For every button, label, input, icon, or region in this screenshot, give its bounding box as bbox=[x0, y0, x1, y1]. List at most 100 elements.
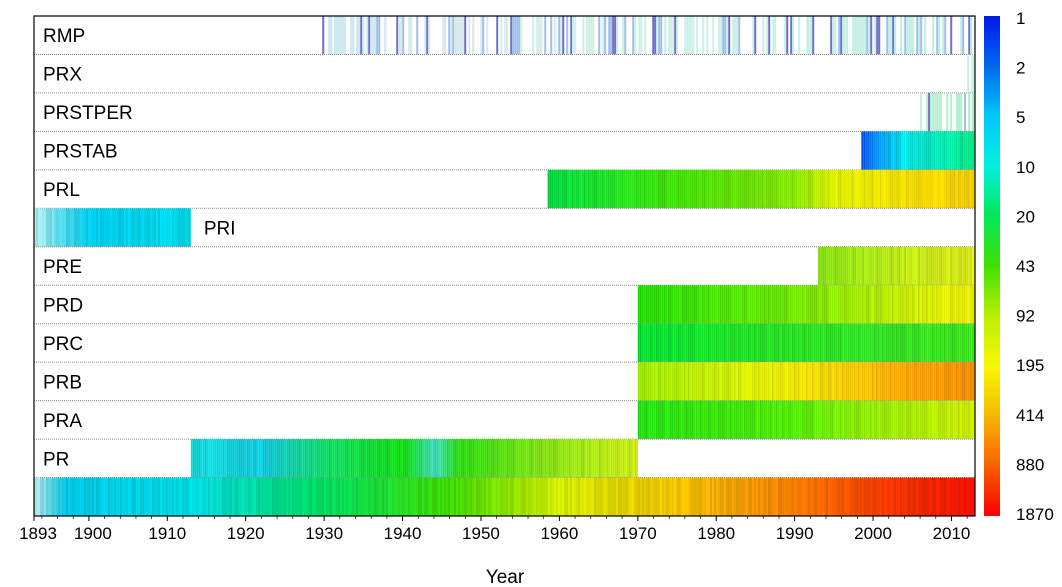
heat-cell bbox=[785, 285, 788, 324]
heat-cell bbox=[738, 16, 741, 55]
heat-cell bbox=[280, 477, 282, 516]
heat-cell bbox=[961, 323, 964, 363]
heat-cell bbox=[142, 477, 144, 516]
heat-cell bbox=[891, 362, 894, 401]
heat-cell bbox=[701, 400, 704, 440]
heat-cell bbox=[568, 477, 570, 516]
heat-cell bbox=[96, 208, 98, 247]
colorbar-label: 2 bbox=[1016, 59, 1025, 78]
heat-cell bbox=[913, 131, 916, 170]
heat-cell bbox=[396, 439, 399, 478]
heat-cell bbox=[380, 439, 383, 478]
heat-cell bbox=[699, 285, 702, 324]
heat-cell bbox=[190, 439, 193, 478]
heat-cell bbox=[458, 477, 460, 516]
row-label: PRI bbox=[204, 219, 236, 240]
heat-cell bbox=[769, 400, 772, 440]
heat-cell bbox=[622, 439, 625, 478]
heat-cell bbox=[929, 362, 932, 401]
heat-cell bbox=[766, 16, 769, 55]
heat-cell bbox=[340, 439, 343, 478]
heat-cell bbox=[831, 169, 834, 209]
heat-cell bbox=[760, 477, 762, 516]
heat-cell bbox=[444, 477, 446, 516]
heat-cell bbox=[937, 400, 940, 440]
heat-cell bbox=[612, 477, 614, 516]
heat-cell bbox=[931, 169, 934, 209]
heat-cell bbox=[687, 169, 690, 209]
heat-cell bbox=[654, 16, 657, 55]
heat-cell bbox=[276, 477, 278, 516]
heat-cell bbox=[671, 169, 674, 209]
heat-cell bbox=[659, 362, 662, 401]
heat-cell bbox=[929, 400, 932, 440]
heat-cell bbox=[719, 169, 722, 209]
heat-cell bbox=[962, 477, 964, 516]
heat-cell bbox=[180, 477, 182, 516]
heat-cell bbox=[944, 16, 947, 55]
heat-cell bbox=[927, 400, 930, 440]
heat-cell bbox=[170, 208, 172, 247]
heat-cell bbox=[903, 131, 906, 170]
heat-cell bbox=[895, 131, 898, 170]
heat-cell bbox=[952, 246, 955, 286]
heat-cell bbox=[290, 439, 293, 478]
heat-cell bbox=[228, 439, 231, 478]
heat-cell bbox=[941, 362, 944, 401]
x-axis: 1893 1900 1910 1920 1930 1940 1950 1960 1970 1980… bbox=[19, 516, 970, 543]
heat-cell bbox=[915, 400, 918, 440]
heat-cell bbox=[294, 477, 296, 516]
heat-cell bbox=[936, 92, 939, 132]
heat-cell bbox=[861, 285, 864, 324]
heat-cell bbox=[853, 169, 856, 209]
heat-cell bbox=[606, 439, 609, 478]
heat-cell bbox=[819, 323, 822, 363]
heat-cell bbox=[344, 477, 346, 516]
heat-cell bbox=[574, 477, 576, 516]
heat-cell bbox=[931, 400, 934, 440]
heat-cell bbox=[824, 246, 827, 286]
heat-cell bbox=[961, 131, 964, 170]
heat-cell bbox=[320, 477, 322, 516]
heat-cell bbox=[607, 169, 610, 209]
heat-cell bbox=[826, 246, 829, 286]
x-tick-label: 1930 bbox=[305, 524, 343, 543]
heat-cell bbox=[972, 92, 975, 132]
heat-cell bbox=[877, 131, 880, 170]
heat-cell bbox=[963, 400, 966, 440]
heat-cell bbox=[224, 477, 226, 516]
heat-cell bbox=[959, 362, 962, 401]
row-label: PR bbox=[43, 449, 69, 470]
heat-cell bbox=[857, 323, 860, 363]
heat-cell bbox=[941, 285, 944, 324]
heat-cell bbox=[572, 477, 574, 516]
heat-cell bbox=[660, 477, 662, 516]
heat-cell bbox=[772, 16, 775, 55]
heat-cell bbox=[889, 131, 892, 170]
heat-cell bbox=[963, 285, 966, 324]
heat-cell bbox=[697, 400, 700, 440]
heat-cell bbox=[522, 477, 524, 516]
heat-cell bbox=[900, 477, 902, 516]
heat-cell bbox=[292, 477, 294, 516]
heat-cell bbox=[256, 477, 258, 516]
heat-cell bbox=[516, 439, 519, 478]
row-prx: PRX bbox=[43, 54, 975, 93]
heat-cell bbox=[772, 477, 774, 516]
heat-cell bbox=[926, 92, 929, 132]
heat-cell bbox=[950, 477, 952, 516]
heat-cell bbox=[972, 246, 975, 286]
heat-cell bbox=[913, 169, 916, 209]
heat-cell bbox=[638, 477, 640, 516]
heat-cell bbox=[653, 400, 656, 440]
heat-cell bbox=[719, 362, 722, 401]
heat-cell bbox=[888, 246, 891, 286]
heat-cell bbox=[576, 477, 578, 516]
heat-cell bbox=[426, 439, 429, 478]
heat-cell bbox=[877, 323, 880, 363]
heat-cell bbox=[697, 285, 700, 324]
heat-cell bbox=[971, 362, 974, 401]
heat-cell bbox=[689, 323, 692, 363]
heat-cell bbox=[882, 246, 885, 286]
heat-cell bbox=[779, 285, 782, 324]
